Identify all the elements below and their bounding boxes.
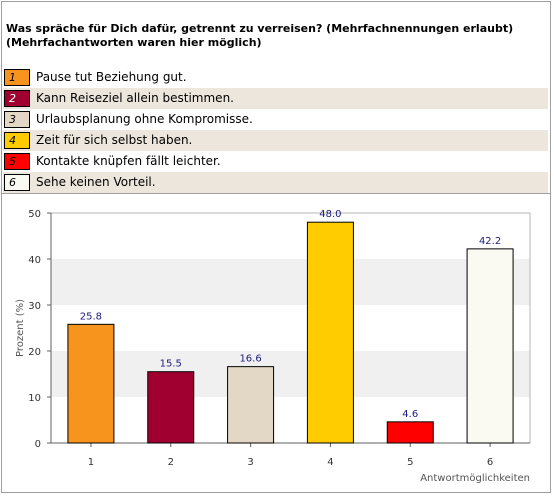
- bar-5: [386, 421, 434, 444]
- legend-label-2: Kann Reiseziel allein bestimmen.: [36, 91, 234, 105]
- legend-label-1: Pause tut Beziehung gut.: [36, 70, 187, 84]
- data-label-6: 42.2: [479, 236, 501, 247]
- question-note: (Mehrfachantworten waren hier möglich): [6, 36, 262, 49]
- legend-label-3: Urlaubsplanung ohne Kompromisse.: [36, 112, 253, 126]
- grid-band: [51, 305, 530, 351]
- x-tick-label-2: 2: [168, 457, 174, 468]
- legend-swatch-1: 1: [4, 69, 30, 86]
- x-tick-label-1: 1: [88, 457, 94, 468]
- legend-label-5: Kontakte knüpfen fällt leichter.: [36, 154, 221, 168]
- bar-4: [306, 221, 354, 444]
- x-tick-label-4: 4: [327, 457, 333, 468]
- section-divider: [2, 193, 550, 194]
- bar-3: [227, 366, 275, 444]
- y-axis-label: Prozent (%): [15, 299, 26, 357]
- answer-legend: 1 Pause tut Beziehung gut. 2 Kann Reisez…: [3, 67, 548, 193]
- x-tick-label-3: 3: [247, 457, 253, 468]
- grid-band: [51, 397, 530, 443]
- grid-band: [51, 213, 530, 259]
- grid-band: [51, 351, 530, 397]
- y-tick-label: 10: [28, 393, 41, 404]
- legend-swatch-3: 3: [4, 111, 30, 128]
- legend-label-6: Sehe keinen Vorteil.: [36, 175, 156, 189]
- data-label-4: 48.0: [319, 209, 341, 220]
- bar-6: [466, 248, 514, 444]
- x-axis-label: Antwortmöglichkeiten: [420, 473, 530, 484]
- bar-1: [67, 323, 115, 444]
- y-tick-label: 50: [28, 209, 41, 220]
- question-title: Was spräche für Dich dafür, getrennt zu …: [6, 22, 546, 50]
- legend-swatch-5: 5: [4, 153, 30, 170]
- legend-swatch-6: 6: [4, 174, 30, 191]
- x-tick-label-6: 6: [487, 457, 493, 468]
- y-tick-label: 20: [28, 347, 41, 358]
- bar-2: [147, 371, 195, 444]
- y-tick-label: 30: [28, 301, 41, 312]
- data-label-5: 4.6: [402, 409, 418, 420]
- legend-swatch-4: 4: [4, 132, 30, 149]
- legend-item-6: 6 Sehe keinen Vorteil.: [3, 172, 548, 193]
- legend-item-5: 5 Kontakte knüpfen fällt leichter.: [3, 151, 548, 172]
- legend-swatch-2: 2: [4, 90, 30, 107]
- data-label-3: 16.6: [239, 354, 261, 365]
- legend-item-2: 2 Kann Reiseziel allein bestimmen.: [3, 88, 548, 109]
- data-label-1: 25.8: [80, 311, 102, 322]
- legend-label-4: Zeit für sich selbst haben.: [36, 133, 193, 147]
- legend-item-1: 1 Pause tut Beziehung gut.: [3, 67, 548, 88]
- y-tick-label: 0: [35, 439, 41, 450]
- question-text: Was spräche für Dich dafür, getrennt zu …: [6, 22, 514, 35]
- legend-item-4: 4 Zeit für sich selbst haben.: [3, 130, 548, 151]
- legend-item-3: 3 Urlaubsplanung ohne Kompromisse.: [3, 109, 548, 130]
- x-tick-label-5: 5: [407, 457, 413, 468]
- y-tick-label: 40: [28, 255, 41, 266]
- data-label-2: 15.5: [160, 359, 182, 370]
- grid-band: [51, 259, 530, 305]
